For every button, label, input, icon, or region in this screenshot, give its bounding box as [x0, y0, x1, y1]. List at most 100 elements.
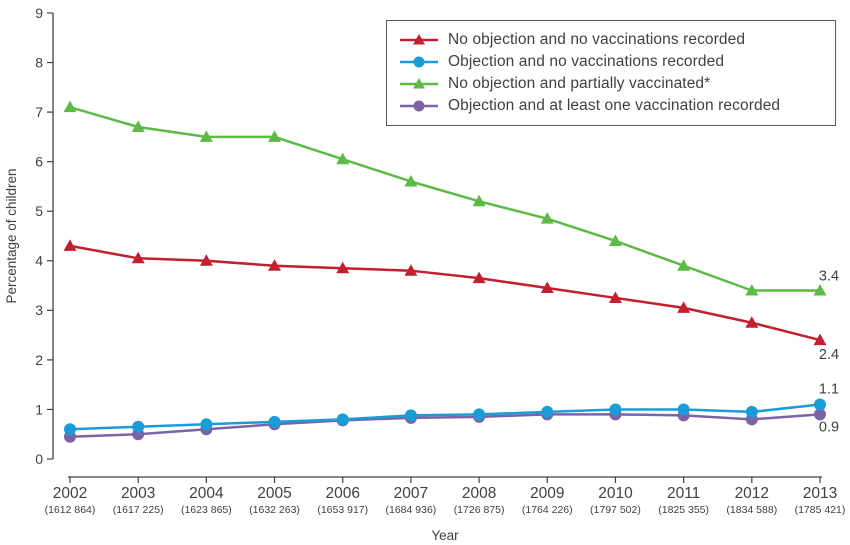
point-marker-circle: [473, 408, 486, 421]
y-tick-label: 2: [35, 352, 43, 368]
point-marker-triangle: [336, 261, 350, 274]
point-marker-triangle: [63, 239, 77, 251]
point-marker-circle: [541, 405, 554, 418]
point-marker-circle: [609, 403, 622, 416]
legend-swatch-graphic: [400, 34, 438, 45]
y-tick-label: 4: [35, 253, 43, 269]
x-count-label: (1726 875): [454, 504, 505, 516]
legend-marker-purple-circle-icon: [399, 98, 439, 114]
x-count-label: (1623 865): [181, 504, 232, 516]
legend-item-objection-no-vax: Objection and no vaccinations recorded: [399, 51, 825, 73]
point-marker-triangle: [472, 194, 486, 207]
legend-item-no-objection-no-vax: No objection and no vaccinations recorde…: [399, 29, 825, 51]
point-marker-triangle: [813, 284, 827, 296]
point-marker-circle: [745, 405, 758, 418]
legend-label: No objection and partially vaccinated*: [448, 75, 711, 92]
series-end-value-label: 1.1: [819, 381, 839, 397]
series-1: [64, 398, 826, 436]
point-marker-triangle: [745, 284, 759, 296]
x-year-label: 2013: [803, 485, 837, 502]
point-marker-triangle: [268, 259, 282, 271]
y-tick-label: 7: [35, 104, 43, 120]
point-marker-triangle: [199, 254, 213, 266]
x-year-label: 2010: [598, 485, 633, 502]
x-year-label: 2003: [121, 485, 155, 502]
point-marker-circle: [677, 403, 690, 416]
series-line: [69, 403, 821, 431]
point-marker-triangle: [540, 281, 554, 294]
point-marker-triangle: [63, 100, 77, 113]
legend-swatch-graphic: [400, 78, 438, 89]
x-count-label: (1653 917): [317, 504, 368, 516]
x-count-label: (1612 864): [45, 504, 96, 516]
x-year-label: 2011: [667, 485, 700, 502]
legend-label: No objection and no vaccinations recorde…: [448, 31, 746, 48]
y-tick-label: 0: [35, 451, 43, 467]
point-marker-circle: [814, 398, 826, 411]
point-marker-triangle: [131, 251, 145, 264]
x-count-label: (1825 355): [658, 504, 709, 516]
point-marker-circle: [132, 420, 145, 433]
point-marker-triangle: [404, 174, 418, 187]
point-marker-triangle: [677, 259, 691, 271]
x-year-label: 2008: [462, 485, 496, 502]
legend: No objection and no vaccinations recorde…: [386, 20, 836, 126]
series-0: [63, 239, 827, 346]
y-axis-title: Percentage of children: [4, 168, 19, 303]
legend-label: Objection and at least one vaccination r…: [448, 97, 781, 114]
x-count-label: (1617 225): [113, 504, 164, 516]
legend-item-objection-one-vax: Objection and at least one vaccination r…: [399, 95, 825, 117]
legend-swatch-circle: [413, 56, 425, 68]
x-year-label: 2004: [189, 485, 224, 502]
y-tick-label: 1: [35, 401, 43, 417]
legend-marker-red-triangle-icon: [399, 32, 439, 48]
x-year-label: 2005: [257, 485, 291, 502]
legend-swatch-graphic: [400, 100, 438, 112]
point-marker-circle: [336, 413, 349, 426]
x-count-label: (1797 502): [590, 504, 641, 516]
x-year-label: 2009: [530, 485, 564, 502]
series-end-value-label: 2.4: [819, 347, 839, 363]
x-axis-title: Year: [431, 528, 459, 543]
point-marker-triangle: [472, 271, 486, 284]
legend-swatch-circle: [413, 100, 425, 112]
point-marker-triangle: [608, 291, 622, 303]
x-count-label: (1834 588): [726, 504, 777, 516]
point-marker-triangle: [268, 130, 282, 142]
legend-label: Objection and no vaccinations recorded: [448, 53, 725, 70]
x-count-label: (1785 421): [795, 504, 846, 516]
x-year-label: 2006: [325, 485, 359, 502]
x-year-label: 2007: [394, 485, 428, 502]
series-end-value-label: 0.9: [819, 419, 839, 435]
x-count-label: (1684 936): [386, 504, 437, 516]
point-marker-circle: [814, 408, 826, 421]
y-tick-label: 6: [35, 154, 43, 170]
point-marker-circle: [200, 418, 213, 431]
legend-marker-green-triangle-icon: [399, 76, 439, 92]
point-marker-circle: [268, 415, 281, 428]
point-marker-circle: [404, 409, 417, 422]
series-2: [63, 100, 827, 296]
point-marker-triangle: [677, 301, 691, 313]
point-marker-triangle: [608, 234, 622, 246]
point-marker-triangle: [404, 264, 418, 276]
series-line: [69, 244, 821, 342]
y-tick-label: 5: [35, 203, 43, 219]
point-marker-triangle: [813, 333, 827, 346]
legend-swatch-graphic: [400, 56, 438, 68]
point-marker-triangle: [745, 316, 759, 328]
series-end-value-label: 3.4: [819, 269, 839, 285]
y-tick-label: 9: [35, 5, 43, 21]
x-count-label: (1764 226): [522, 504, 573, 516]
point-marker-triangle: [199, 130, 213, 142]
legend-item-no-objection-partial-vax: No objection and partially vaccinated*: [399, 73, 825, 95]
x-year-label: 2002: [53, 485, 87, 502]
y-tick-label: 8: [35, 54, 43, 70]
legend-marker-blue-circle-icon: [399, 54, 439, 70]
legend-swatch-triangle: [413, 34, 425, 45]
point-marker-triangle: [336, 152, 350, 165]
series-line: [69, 105, 820, 292]
series-line: [69, 413, 821, 438]
